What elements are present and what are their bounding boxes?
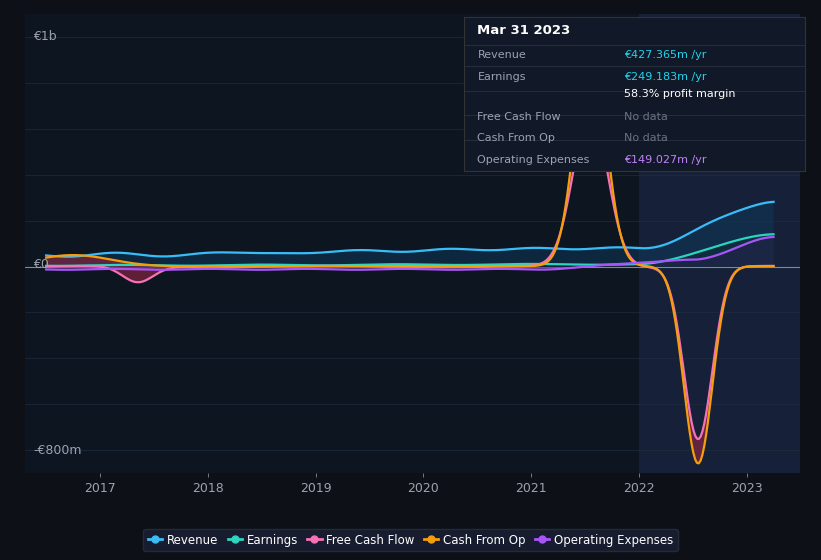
Text: €249.183m /yr: €249.183m /yr (624, 72, 707, 82)
Legend: Revenue, Earnings, Free Cash Flow, Cash From Op, Operating Expenses: Revenue, Earnings, Free Cash Flow, Cash … (143, 529, 678, 551)
Text: €0: €0 (34, 258, 49, 271)
Text: Cash From Op: Cash From Op (478, 133, 555, 143)
Text: -€800m: -€800m (34, 444, 82, 457)
Text: No data: No data (624, 112, 667, 122)
Text: €427.365m /yr: €427.365m /yr (624, 50, 706, 60)
Text: 58.3% profit margin: 58.3% profit margin (624, 89, 736, 99)
Text: Free Cash Flow: Free Cash Flow (478, 112, 561, 122)
Text: Revenue: Revenue (478, 50, 526, 60)
Text: €1b: €1b (34, 30, 57, 44)
Text: €149.027m /yr: €149.027m /yr (624, 155, 707, 165)
Text: Earnings: Earnings (478, 72, 526, 82)
Text: Operating Expenses: Operating Expenses (478, 155, 589, 165)
Text: Mar 31 2023: Mar 31 2023 (478, 24, 571, 37)
Bar (639, 14, 800, 473)
Text: No data: No data (624, 133, 667, 143)
